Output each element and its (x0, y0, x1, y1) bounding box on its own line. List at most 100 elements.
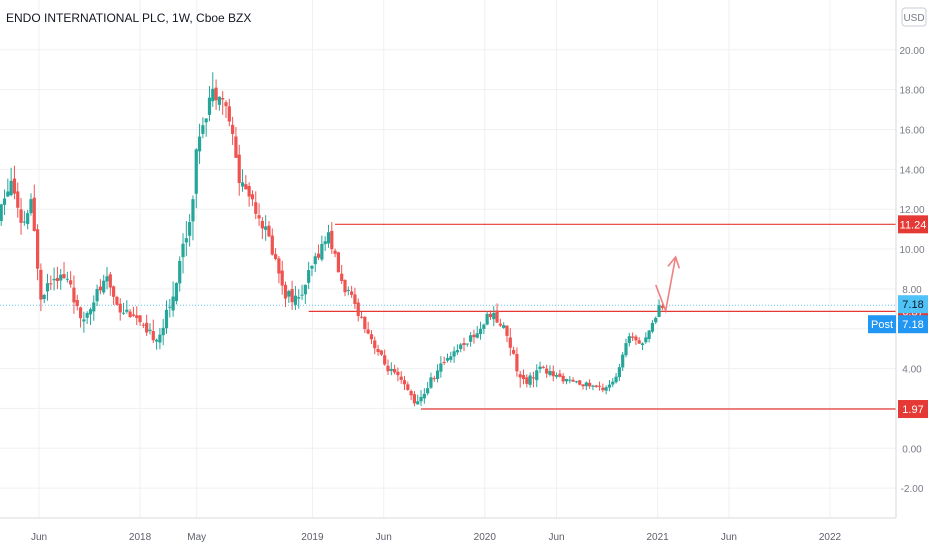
x-tick-label[interactable]: 2018 (129, 532, 152, 543)
candle-body (452, 351, 456, 357)
y-tick-label[interactable]: 0.00 (902, 444, 922, 455)
y-tick-label[interactable]: 20.00 (899, 46, 924, 57)
candle-body (531, 377, 536, 379)
candle-body (644, 337, 648, 343)
y-tick-label[interactable]: 18.00 (899, 86, 924, 97)
candle-body (498, 323, 502, 326)
candle-body (12, 178, 17, 194)
candle-body (283, 284, 288, 299)
candle-body (631, 336, 635, 338)
candle-body (128, 311, 132, 318)
y-tick-label[interactable]: 12.00 (899, 205, 924, 216)
candle-body (287, 290, 291, 297)
candle-body (326, 232, 331, 244)
candle-body (75, 300, 79, 307)
candle-body (571, 379, 575, 382)
x-tick-label[interactable]: 2020 (474, 532, 497, 543)
candle-body (495, 310, 499, 323)
candle-body (240, 182, 245, 187)
candle-body (323, 241, 327, 245)
y-tick-label[interactable]: 4.00 (902, 365, 922, 376)
candle-body (55, 277, 60, 282)
candle-body (369, 334, 374, 340)
post-tag: Post (871, 319, 893, 331)
candle-body (52, 278, 56, 281)
x-tick-label[interactable]: Jun (721, 532, 737, 543)
candle-body (482, 324, 486, 329)
candle-body (564, 379, 569, 382)
candle-body (102, 280, 106, 293)
y-tick-label[interactable]: 8.00 (902, 285, 922, 296)
candle-body (227, 106, 231, 122)
candle-body (551, 371, 555, 377)
candle-body (154, 339, 159, 342)
x-tick-label[interactable]: 2019 (301, 532, 324, 543)
candle-body (197, 136, 202, 152)
candle-body (82, 319, 86, 322)
y-tick-label[interactable]: 10.00 (899, 245, 924, 256)
time-axis[interactable]: Jun 2018 May 2019 Jun 2020 Jun 2021 Jun 2022 (31, 532, 842, 543)
candle-body (521, 375, 526, 380)
candle-body (353, 294, 357, 304)
candle-body (307, 270, 311, 283)
candle-body (449, 356, 453, 360)
candle-body (581, 384, 585, 387)
candle-body (637, 340, 641, 344)
candle-body (538, 366, 542, 370)
candle-body (455, 350, 460, 353)
currency-box[interactable] (901, 7, 927, 27)
post-price-label: 7.18 (902, 319, 923, 331)
candle-body (42, 294, 46, 299)
candle-body (502, 325, 506, 328)
candle-body (131, 314, 136, 316)
x-tick-label[interactable]: 2021 (647, 532, 670, 543)
candle-body (95, 289, 99, 302)
currency-label[interactable]: USD (903, 13, 924, 24)
projection-arrow[interactable] (654, 255, 681, 314)
candle-body (62, 274, 66, 279)
x-tick-label[interactable]: Jun (31, 532, 47, 543)
x-tick-label[interactable]: 2022 (819, 532, 842, 543)
y-tick-label[interactable]: 14.00 (899, 165, 924, 176)
candle-body (171, 296, 175, 311)
candle-body (264, 226, 268, 230)
x-tick-label[interactable]: Jun (376, 532, 392, 543)
x-tick-label[interactable]: Jun (549, 532, 565, 543)
candle-body (108, 274, 112, 288)
candle-body (525, 377, 529, 384)
candle-body (290, 289, 294, 303)
last-price-label: 7.18 (902, 299, 923, 311)
candle-body (650, 322, 655, 332)
candle-body (412, 394, 417, 404)
x-tick-label[interactable]: May (187, 532, 206, 543)
candle-body (445, 358, 450, 361)
candle-body (16, 191, 20, 208)
candle-body (459, 344, 463, 350)
candle-body (363, 316, 367, 330)
candle-body (584, 382, 588, 387)
candle-body (621, 354, 625, 368)
candle-body (435, 370, 440, 380)
candles (0, 72, 664, 407)
candle-body (426, 388, 430, 394)
price-axis[interactable]: -2.000.002.004.006.008.0010.0012.0014.00… (899, 46, 924, 495)
candle-body (72, 287, 76, 303)
candle-body (346, 289, 350, 291)
candle-body (260, 220, 264, 229)
horizontal-levels[interactable] (0, 223, 896, 410)
y-tick-label[interactable]: 16.00 (899, 126, 924, 137)
candle-body (32, 197, 36, 232)
candle-body (254, 202, 258, 214)
candle-body (660, 305, 664, 308)
level-label: 11.24 (900, 219, 927, 231)
candle-body (541, 366, 545, 368)
candle-body (330, 230, 334, 250)
candle-body (280, 270, 284, 286)
candle-body (548, 371, 552, 375)
candle-body (204, 118, 208, 123)
candle-body (594, 385, 598, 387)
candle-body (512, 350, 516, 354)
y-tick-label[interactable]: -2.00 (901, 484, 924, 495)
level-label-bg (898, 400, 928, 419)
